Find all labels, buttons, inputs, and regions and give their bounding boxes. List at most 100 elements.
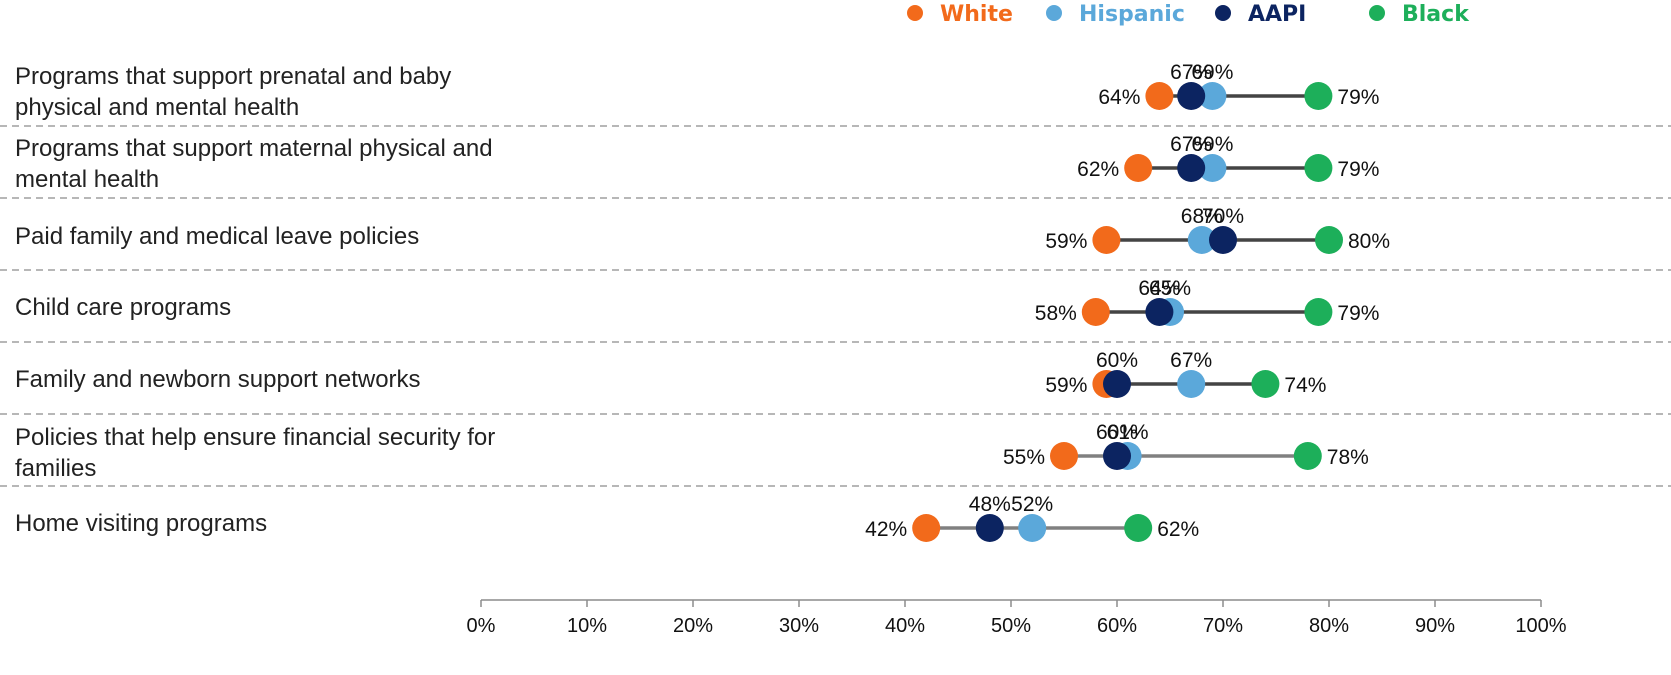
row-label-line: Child care programs: [15, 294, 231, 321]
x-tick-label: 20%: [673, 615, 713, 637]
dot-hispanic: [1177, 370, 1206, 398]
x-tick-label: 40%: [885, 615, 925, 637]
x-tick-label: 100%: [1515, 615, 1566, 637]
legend-label-hispanic: Hispanic: [1079, 2, 1185, 27]
value-label-white: 55%: [1003, 446, 1045, 469]
value-label-black: 79%: [1337, 158, 1379, 181]
value-label-black: 62%: [1157, 518, 1199, 541]
row-3: Paid family and medical leave policies 59…: [15, 205, 1390, 254]
legend-dot-white: [907, 5, 923, 21]
dot-white: [912, 514, 941, 542]
dot-black: [1293, 442, 1322, 470]
value-label-aapi: 64%: [1138, 277, 1180, 300]
dot-aapi: [1209, 226, 1237, 254]
value-label-black: 74%: [1284, 374, 1326, 397]
value-label-hispanic: 69%: [1191, 133, 1233, 156]
x-tick-label: 80%: [1309, 615, 1349, 637]
x-axis: 0% 10% 20% 30% 40% 50% 60% 70% 80% 90% 100%: [467, 599, 1567, 637]
value-label-hispanic: 52%: [1011, 493, 1053, 516]
dot-aapi: [1145, 298, 1174, 326]
dot-hispanic: [1198, 154, 1227, 182]
row-label: Family and newborn support networks: [15, 366, 421, 393]
row-label: Paid family and medical leave policies: [15, 223, 419, 250]
dot-aapi: [1103, 442, 1131, 470]
value-label-white: 59%: [1045, 374, 1087, 397]
value-label-white: 62%: [1077, 158, 1119, 181]
legend: White Hispanic AAPI Black: [907, 2, 1470, 27]
value-label-hispanic: 68%: [1181, 205, 1223, 228]
row-label-line: Programs that support maternal physical …: [15, 135, 493, 162]
x-tick-label: 50%: [991, 615, 1031, 637]
dot-black: [1315, 226, 1343, 254]
value-label-white: 59%: [1045, 230, 1087, 253]
legend-dot-aapi: [1215, 5, 1231, 21]
dot-aapi: [1177, 154, 1206, 182]
x-tick-label: 10%: [567, 615, 607, 637]
row-label-line: Family and newborn support networks: [15, 366, 421, 393]
legend-label-black: Black: [1402, 2, 1470, 27]
x-tick-label: 30%: [779, 615, 819, 637]
row-5: Family and newborn support networks 59% 67…: [15, 349, 1326, 398]
x-tick-label: 0%: [467, 615, 496, 637]
dot-white: [1081, 298, 1110, 326]
value-label-white: 64%: [1098, 86, 1140, 109]
value-label-hispanic: 67%: [1170, 349, 1212, 372]
value-label-hispanic: 69%: [1191, 61, 1233, 84]
dot-hispanic: [1187, 226, 1216, 254]
row-7: Home visiting programs 42% 52%48% 62%: [15, 493, 1199, 542]
dot-aapi: [1177, 82, 1206, 110]
dot-white: [1145, 82, 1174, 110]
dot-white: [1124, 154, 1153, 182]
dot-black: [1304, 298, 1333, 326]
dot-white: [1092, 226, 1121, 254]
row-label: Programs that support maternal physical …: [15, 135, 493, 193]
row-label-line: families: [15, 455, 96, 482]
value-label-black: 78%: [1327, 446, 1369, 469]
row-label: Home visiting programs: [15, 510, 267, 537]
value-label-hispanic: 65%: [1149, 277, 1191, 300]
value-label-white: 58%: [1035, 302, 1077, 325]
row-label-line: Paid family and medical leave policies: [15, 223, 419, 250]
value-label-aapi: 67%: [1170, 61, 1212, 84]
value-label-aapi: 48%: [969, 493, 1011, 516]
row-label: Policies that help ensure financial secu…: [15, 424, 495, 482]
row-label-line: Programs that support prenatal and baby: [15, 63, 451, 90]
dot-black: [1304, 154, 1333, 182]
row-label-line: Policies that help ensure financial secu…: [15, 424, 495, 451]
legend-dot-black: [1369, 5, 1385, 21]
dot-hispanic: [1198, 82, 1227, 110]
row-2: Programs that support maternal physical …: [15, 133, 1379, 193]
value-label-white: 42%: [865, 518, 907, 541]
dot-black: [1304, 82, 1333, 110]
row-label: Child care programs: [15, 294, 231, 321]
dot-aapi: [975, 514, 1004, 542]
row-1: Programs that support prenatal and baby p…: [15, 61, 1379, 121]
value-label-aapi: 67%: [1170, 133, 1212, 156]
legend-dot-hispanic: [1046, 5, 1062, 21]
row-4: Child care programs 58% 65%64% 79%: [15, 277, 1379, 326]
dot-black: [1251, 370, 1280, 398]
x-tick-label: 60%: [1097, 615, 1137, 637]
value-label-aapi: 60%: [1096, 421, 1138, 444]
value-label-black: 79%: [1337, 86, 1379, 109]
value-label-hispanic: 61%: [1107, 421, 1149, 444]
value-label-aapi: 70%: [1202, 205, 1244, 228]
dot-black: [1124, 514, 1153, 542]
legend-label-aapi: AAPI: [1248, 2, 1306, 27]
legend-label-white: White: [940, 2, 1013, 27]
dot-hispanic: [1018, 514, 1047, 542]
value-label-aapi: 60%: [1096, 349, 1138, 372]
row-label-line: physical and mental health: [15, 94, 299, 121]
row-6: Policies that help ensure financial secu…: [15, 421, 1369, 482]
x-tick-label: 70%: [1203, 615, 1243, 637]
row-label-line: Home visiting programs: [15, 510, 267, 537]
x-tick-label: 90%: [1415, 615, 1455, 637]
value-label-black: 79%: [1337, 302, 1379, 325]
dot-white: [1050, 442, 1078, 470]
value-label-black: 80%: [1348, 230, 1390, 253]
dot-aapi: [1103, 370, 1131, 398]
row-label: Programs that support prenatal and baby p…: [15, 63, 451, 121]
row-label-line: mental health: [15, 166, 159, 193]
chart-rows: Programs that support prenatal and baby p…: [0, 61, 1671, 542]
